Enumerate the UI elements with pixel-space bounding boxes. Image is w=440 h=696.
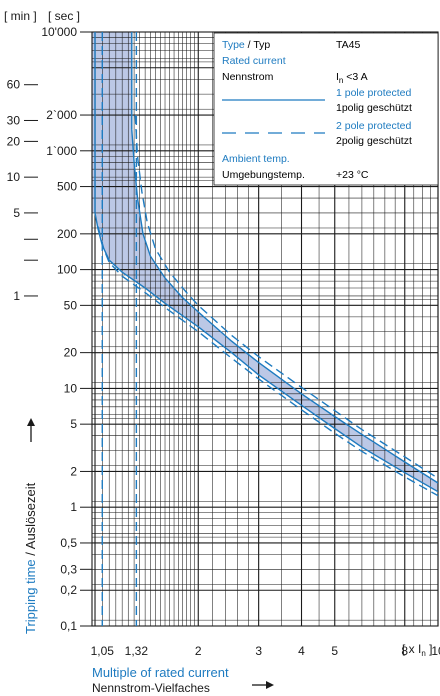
legend-ambient-en: Ambient temp. (222, 153, 290, 165)
legend-one-pole-en: 1 pole protected (336, 87, 411, 99)
x-tick-label: 1,32 (125, 644, 149, 658)
y-tick-label: 100 (57, 263, 77, 277)
x-axis-title-de: Nennstrom-Vielfaches (92, 681, 210, 695)
legend-box (213, 32, 439, 186)
legend-ambient-value: +23 °C (336, 169, 369, 181)
series-curve-1 (94, 212, 438, 493)
y-tick-label: 50 (64, 298, 78, 312)
tolerance-band-fill (92, 32, 438, 492)
x-axis-arrow (252, 681, 274, 689)
y-tick-label: 20 (64, 346, 78, 360)
y-axis-title-sep: / (23, 549, 38, 559)
y-min-tick-label: 5 (13, 206, 20, 220)
sec-unit-label: [ sec ] (48, 9, 80, 23)
y-tick-label: 1 (70, 500, 77, 514)
x-tick-label: 3 (255, 644, 262, 658)
y-axis-ticks: 10'000 2`000 1`000 500 200 100 50 20 10 5 2 1 0,5 0,3… (7, 25, 92, 633)
x-tick-label: 5 (331, 644, 338, 658)
y-min-tick-label: 20 (7, 134, 21, 148)
svg-text:Tripping time / Auslösezeit: Tripping time / Auslösezeit (23, 482, 38, 634)
legend-two-pole-de: 2polig geschützt (336, 135, 412, 147)
curves (94, 32, 438, 626)
legend-rated-de: Nennstrom (222, 71, 274, 83)
y-tick-label: 10 (64, 381, 78, 395)
y-tick-label: 0,5 (60, 536, 77, 550)
legend-two-pole-en: 2 pole protected (336, 120, 411, 132)
legend: Type / Typ TA45 Rated current Nennstrom … (213, 32, 439, 186)
y-tick-label: 0,1 (60, 619, 77, 633)
legend-ambient-de: Umgebungstemp. (222, 169, 305, 181)
tolerance-band (92, 32, 438, 492)
y-axis-title-de: Auslösezeit (23, 482, 38, 549)
y-min-tick-label: 10 (7, 170, 21, 184)
x-tick-label: 4 (298, 644, 305, 658)
x-tick-label: 8 (401, 644, 408, 658)
x-axis-ticks: 1,05 1,32 2 3 4 5 8 10 (91, 644, 440, 658)
y-tick-label: 1`000 (46, 144, 77, 158)
y-tick-label: 0,2 (60, 583, 77, 597)
x-tick-label: 10 (431, 644, 440, 658)
legend-type-value: TA45 (336, 39, 360, 51)
legend-rated-en: Rated current (222, 55, 286, 67)
y-min-tick-label: 1 (13, 289, 20, 303)
y-axis-title: Tripping time / Auslösezeit (23, 482, 38, 634)
y-axis-arrow (27, 418, 35, 442)
legend-one-pole-de: 1polig geschützt (336, 102, 412, 114)
y-tick-label: 5 (70, 417, 77, 431)
x-axis-unit: [ x In ] (402, 642, 432, 658)
y-min-tick-label: 60 (7, 78, 21, 92)
plot-frame (91, 31, 439, 627)
series-curve-2 (131, 129, 438, 484)
series-curve-3 (97, 226, 438, 497)
x-tick-label: 1,05 (91, 644, 115, 658)
y-min-tick-label: 30 (7, 113, 21, 127)
y-tick-label: 0,3 (60, 562, 77, 576)
y-tick-label: 2 (70, 464, 77, 478)
y-tick-label: 500 (57, 180, 77, 194)
y-axis-title-en: Tripping time (23, 559, 38, 634)
legend-rated-value: In <3 A (336, 71, 368, 85)
y-tick-label: 2`000 (46, 108, 77, 122)
x-tick-label: 2 (195, 644, 202, 658)
y-tick-label: 200 (57, 227, 77, 241)
min-unit-label: [ min ] (4, 9, 37, 23)
x-axis-title-en: Multiple of rated current (92, 665, 229, 680)
y-tick-label: 10'000 (41, 25, 77, 39)
legend-type-label: Type / Typ (222, 39, 270, 51)
series-curve-4 (134, 114, 438, 479)
